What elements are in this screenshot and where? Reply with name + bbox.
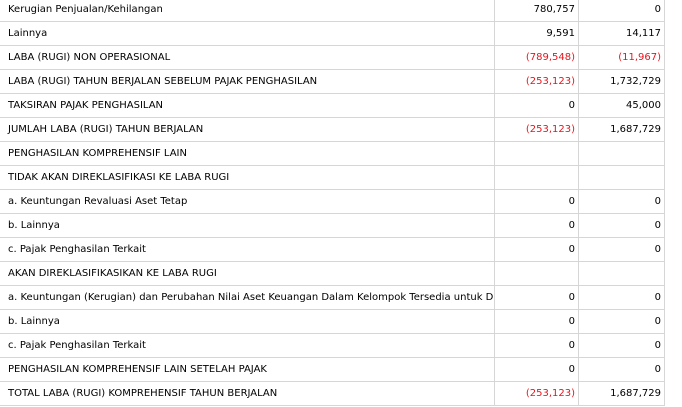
- table-row: Lainnya 9,591 14,117: [0, 21, 665, 46]
- row-label: PENGHASILAN KOMPREHENSIF LAIN SETELAH PA…: [0, 357, 495, 382]
- table-row: PENGHASILAN KOMPREHENSIF LAIN SETELAH PA…: [0, 357, 665, 382]
- value-cell: 1,732,729: [578, 69, 665, 94]
- table-row: b. Lainnya 0 0: [0, 309, 665, 334]
- value-cell: (11,967): [578, 45, 665, 70]
- value-cell: [578, 141, 665, 166]
- row-label: TAKSIRAN PAJAK PENGHASILAN: [0, 93, 495, 118]
- value-cell: 0: [578, 213, 665, 238]
- value-cell: 0: [494, 333, 579, 358]
- table-row: a. Keuntungan (Kerugian) dan Perubahan N…: [0, 285, 665, 310]
- row-label: c. Pajak Penghasilan Terkait: [0, 237, 495, 262]
- value-cell: 14,117: [578, 21, 665, 46]
- row-label: JUMLAH LABA (RUGI) TAHUN BERJALAN: [0, 117, 495, 142]
- row-label: TOTAL LABA (RUGI) KOMPREHENSIF TAHUN BER…: [0, 381, 495, 406]
- value-cell: (253,123): [494, 117, 579, 142]
- value-cell: 9,591: [494, 21, 579, 46]
- value-cell: 0: [494, 309, 579, 334]
- table-row: b. Lainnya 0 0: [0, 213, 665, 238]
- table-row: c. Pajak Penghasilan Terkait 0 0: [0, 333, 665, 358]
- row-label: TIDAK AKAN DIREKLASIFIKASI KE LABA RUGI: [0, 165, 495, 190]
- value-cell: 0: [578, 309, 665, 334]
- value-cell: 780,757: [494, 0, 579, 22]
- table-row: Kerugian Penjualan/Kehilangan 780,757 0: [0, 0, 665, 22]
- table-row: LABA (RUGI) NON OPERASIONAL (789,548) (11,…: [0, 45, 665, 70]
- value-cell: 0: [578, 333, 665, 358]
- table-row: c. Pajak Penghasilan Terkait 0 0: [0, 237, 665, 262]
- table-row: LABA (RUGI) TAHUN BERJALAN SEBELUM PAJAK…: [0, 69, 665, 94]
- value-cell: (789,548): [494, 45, 579, 70]
- table-body: Kerugian Penjualan/Kehilangan 780,757 0 Lai…: [0, 0, 665, 406]
- value-cell: 0: [578, 0, 665, 22]
- value-cell: [494, 141, 579, 166]
- row-label: b. Lainnya: [0, 309, 495, 334]
- table-row: PENGHASILAN KOMPREHENSIF LAIN: [0, 141, 665, 166]
- value-cell: 0: [578, 237, 665, 262]
- value-cell: 0: [494, 189, 579, 214]
- row-label: AKAN DIREKLASIFIKASIKAN KE LABA RUGI: [0, 261, 495, 286]
- value-cell: 0: [494, 237, 579, 262]
- row-label: Kerugian Penjualan/Kehilangan: [0, 0, 495, 22]
- row-label: c. Pajak Penghasilan Terkait: [0, 333, 495, 358]
- value-cell: 0: [578, 357, 665, 382]
- table-row: TAKSIRAN PAJAK PENGHASILAN 0 45,000: [0, 93, 665, 118]
- value-cell: 0: [578, 285, 665, 310]
- row-label: PENGHASILAN KOMPREHENSIF LAIN: [0, 141, 495, 166]
- table-row: TIDAK AKAN DIREKLASIFIKASI KE LABA RUGI: [0, 165, 665, 190]
- row-label: Lainnya: [0, 21, 495, 46]
- row-label: a. Keuntungan Revaluasi Aset Tetap: [0, 189, 495, 214]
- value-cell: 45,000: [578, 93, 665, 118]
- value-cell: (253,123): [494, 381, 579, 406]
- table-row: TOTAL LABA (RUGI) KOMPREHENSIF TAHUN BER…: [0, 381, 665, 406]
- row-label: a. Keuntungan (Kerugian) dan Perubahan N…: [0, 285, 495, 310]
- value-cell: 0: [494, 93, 579, 118]
- value-cell: [578, 261, 665, 286]
- value-cell: [578, 165, 665, 190]
- value-cell: 0: [494, 285, 579, 310]
- value-cell: [494, 165, 579, 190]
- row-label: LABA (RUGI) NON OPERASIONAL: [0, 45, 495, 70]
- financial-table: Kerugian Penjualan/Kehilangan 780,757 0 Lai…: [0, 0, 665, 406]
- value-cell: 0: [494, 213, 579, 238]
- table-row: JUMLAH LABA (RUGI) TAHUN BERJALAN (253,12…: [0, 117, 665, 142]
- table-row: a. Keuntungan Revaluasi Aset Tetap 0 0: [0, 189, 665, 214]
- value-cell: 1,687,729: [578, 381, 665, 406]
- value-cell: 1,687,729: [578, 117, 665, 142]
- row-label: b. Lainnya: [0, 213, 495, 238]
- value-cell: (253,123): [494, 69, 579, 94]
- row-label: LABA (RUGI) TAHUN BERJALAN SEBELUM PAJAK…: [0, 69, 495, 94]
- value-cell: [494, 261, 579, 286]
- value-cell: 0: [494, 357, 579, 382]
- table-row: AKAN DIREKLASIFIKASIKAN KE LABA RUGI: [0, 261, 665, 286]
- value-cell: 0: [578, 189, 665, 214]
